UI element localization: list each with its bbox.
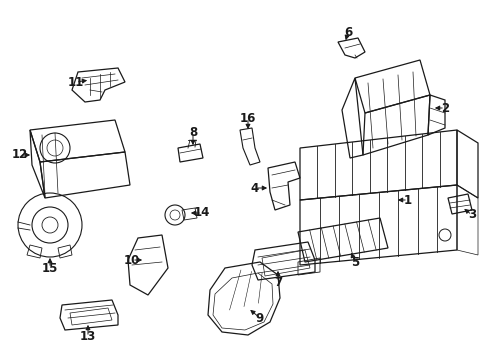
Text: 10: 10 bbox=[123, 253, 140, 266]
Text: 5: 5 bbox=[350, 256, 358, 269]
Text: 15: 15 bbox=[42, 261, 58, 274]
Text: 12: 12 bbox=[12, 148, 28, 162]
Text: 1: 1 bbox=[403, 194, 411, 207]
Text: 14: 14 bbox=[193, 207, 210, 220]
Text: 11: 11 bbox=[68, 76, 84, 89]
Text: 4: 4 bbox=[250, 181, 259, 194]
Text: 9: 9 bbox=[255, 311, 264, 324]
Text: 16: 16 bbox=[239, 112, 256, 125]
Text: 3: 3 bbox=[467, 208, 475, 221]
Text: 8: 8 bbox=[188, 126, 197, 139]
Text: 7: 7 bbox=[273, 275, 282, 288]
Text: 2: 2 bbox=[440, 102, 448, 114]
Text: 13: 13 bbox=[80, 330, 96, 343]
Text: 6: 6 bbox=[343, 26, 351, 39]
